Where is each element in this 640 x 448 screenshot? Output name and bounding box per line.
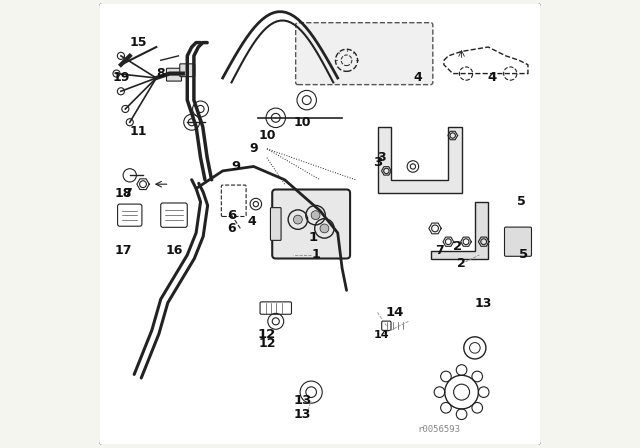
Text: 17: 17: [115, 244, 132, 257]
FancyBboxPatch shape: [260, 302, 291, 314]
Circle shape: [294, 215, 302, 224]
Text: 12: 12: [258, 337, 276, 350]
FancyBboxPatch shape: [180, 64, 195, 77]
FancyBboxPatch shape: [296, 23, 433, 85]
Polygon shape: [378, 127, 461, 193]
Circle shape: [311, 211, 320, 220]
Text: 7: 7: [435, 244, 444, 257]
Text: 14: 14: [374, 330, 390, 340]
Text: 3: 3: [373, 155, 382, 168]
Text: 10: 10: [258, 129, 276, 142]
Text: 4: 4: [413, 72, 422, 85]
FancyBboxPatch shape: [381, 321, 391, 331]
Circle shape: [113, 70, 120, 77]
Text: 8: 8: [156, 67, 165, 80]
Text: 12: 12: [258, 328, 276, 341]
Text: 1: 1: [311, 249, 320, 262]
FancyBboxPatch shape: [118, 204, 142, 226]
Text: 4: 4: [488, 72, 497, 85]
Text: 14: 14: [386, 306, 404, 319]
Text: 3: 3: [378, 151, 387, 164]
Text: 6: 6: [227, 209, 236, 222]
FancyBboxPatch shape: [271, 207, 281, 241]
Circle shape: [117, 88, 124, 95]
Circle shape: [117, 52, 124, 60]
Text: 2: 2: [457, 257, 466, 270]
Circle shape: [320, 224, 329, 233]
Text: 1: 1: [309, 231, 318, 244]
Text: 19: 19: [112, 72, 129, 85]
FancyBboxPatch shape: [161, 203, 188, 227]
Text: 9: 9: [250, 142, 258, 155]
Circle shape: [122, 105, 129, 112]
Text: 13: 13: [475, 297, 492, 310]
Text: 9: 9: [232, 160, 241, 173]
Text: 5: 5: [517, 195, 525, 208]
Text: 6: 6: [227, 222, 236, 235]
FancyBboxPatch shape: [99, 3, 541, 445]
Text: 4: 4: [247, 215, 256, 228]
FancyBboxPatch shape: [504, 227, 531, 256]
FancyBboxPatch shape: [221, 185, 246, 216]
Text: 16: 16: [165, 244, 182, 257]
Polygon shape: [431, 202, 488, 259]
Text: 7: 7: [123, 186, 132, 199]
Text: 11: 11: [130, 125, 147, 138]
Text: 2: 2: [452, 240, 461, 253]
Text: r0056593: r0056593: [417, 425, 460, 434]
Text: 13: 13: [294, 408, 311, 421]
Text: 10: 10: [294, 116, 311, 129]
Text: 15: 15: [130, 36, 147, 49]
Text: 13: 13: [293, 395, 312, 408]
FancyBboxPatch shape: [272, 190, 350, 258]
Text: 5: 5: [519, 249, 528, 262]
FancyBboxPatch shape: [166, 68, 182, 81]
Text: 18: 18: [115, 186, 132, 199]
Circle shape: [126, 119, 133, 126]
